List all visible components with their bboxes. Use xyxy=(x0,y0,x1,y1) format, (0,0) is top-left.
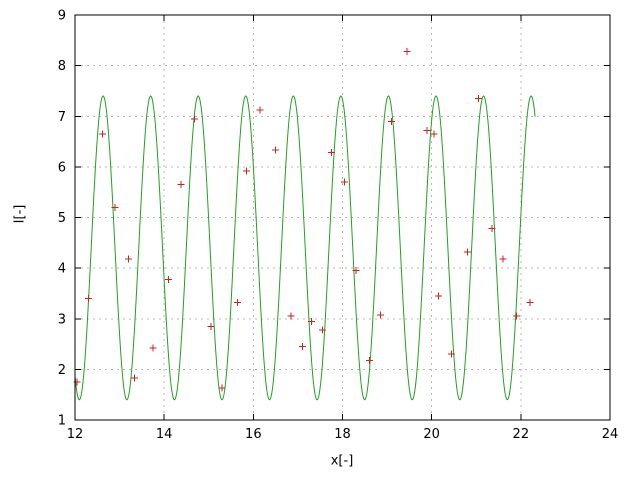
y-tick-label: 6 xyxy=(58,160,66,175)
scatter-marker-plus xyxy=(488,225,496,233)
scatter-marker-plus xyxy=(149,344,157,352)
scatter-marker-plus xyxy=(423,126,431,134)
x-tick-label: 12 xyxy=(67,427,84,442)
scatter-marker-plus xyxy=(125,255,132,263)
scatter-marker-plus xyxy=(365,356,373,364)
curve-fitted-oscillation-curve xyxy=(74,95,536,401)
x-tick-label: 22 xyxy=(513,427,530,442)
scatter-marker-plus xyxy=(463,248,471,256)
scatter-marker-plus xyxy=(190,115,198,123)
y-tick-label: 9 xyxy=(58,9,66,24)
scatter-marker-plus xyxy=(287,312,295,320)
x-axis-label: x[-] xyxy=(330,453,354,469)
scatter-marker-plus xyxy=(318,326,326,334)
x-tick-label: 20 xyxy=(423,427,440,442)
scatter-marker-plus xyxy=(84,295,92,302)
scatter-marker-plus xyxy=(243,167,251,175)
y-axis-label: I[-] xyxy=(12,204,28,224)
scatter-marker-plus xyxy=(327,149,335,157)
scatter-marker-plus xyxy=(99,130,107,138)
scatter-marker-plus xyxy=(256,106,264,114)
y-tick-label: 1 xyxy=(58,414,66,429)
scatter-marker-plus xyxy=(218,384,226,392)
scatter-marker-plus xyxy=(403,47,411,55)
scatter-marker-plus xyxy=(512,312,520,320)
scatter-marker-plus xyxy=(234,299,242,307)
scatter-marker-plus xyxy=(376,311,384,319)
scatter-marker-plus xyxy=(165,275,173,283)
y-tick-label: 4 xyxy=(58,262,66,277)
y-tick-label: 5 xyxy=(58,211,66,226)
scatter-marker-plus xyxy=(388,117,396,125)
x-tick-label: 18 xyxy=(334,427,351,442)
scatter-marker-plus xyxy=(272,146,280,154)
scatter-marker-plus xyxy=(474,95,482,103)
plot-border xyxy=(74,14,611,421)
scatter-marker-plus xyxy=(111,203,119,211)
scatter-marker-plus xyxy=(352,267,360,275)
scatter-marker-plus xyxy=(434,292,442,300)
x-tick-label: 24 xyxy=(602,427,619,442)
scatter-marker-plus xyxy=(177,181,185,189)
scatter-marker-plus xyxy=(341,178,349,186)
y-tick-label: 2 xyxy=(58,363,66,378)
scatter-marker-plus xyxy=(526,299,534,307)
scatter-marker-plus xyxy=(499,255,507,263)
y-tick-label: 7 xyxy=(58,110,66,125)
scatter-marker-plus xyxy=(307,317,315,325)
y-tick-label: 8 xyxy=(58,59,66,74)
x-tick-label: 14 xyxy=(156,427,173,442)
scatter-marker-plus xyxy=(448,350,456,358)
y-tick-label: 3 xyxy=(58,312,66,327)
x-tick-label: 16 xyxy=(245,427,262,442)
scatter-marker-plus xyxy=(298,343,306,351)
scatter-marker-plus xyxy=(207,322,215,330)
scatter-marker-plus xyxy=(130,374,138,382)
scatter-marker-plus xyxy=(430,130,438,138)
